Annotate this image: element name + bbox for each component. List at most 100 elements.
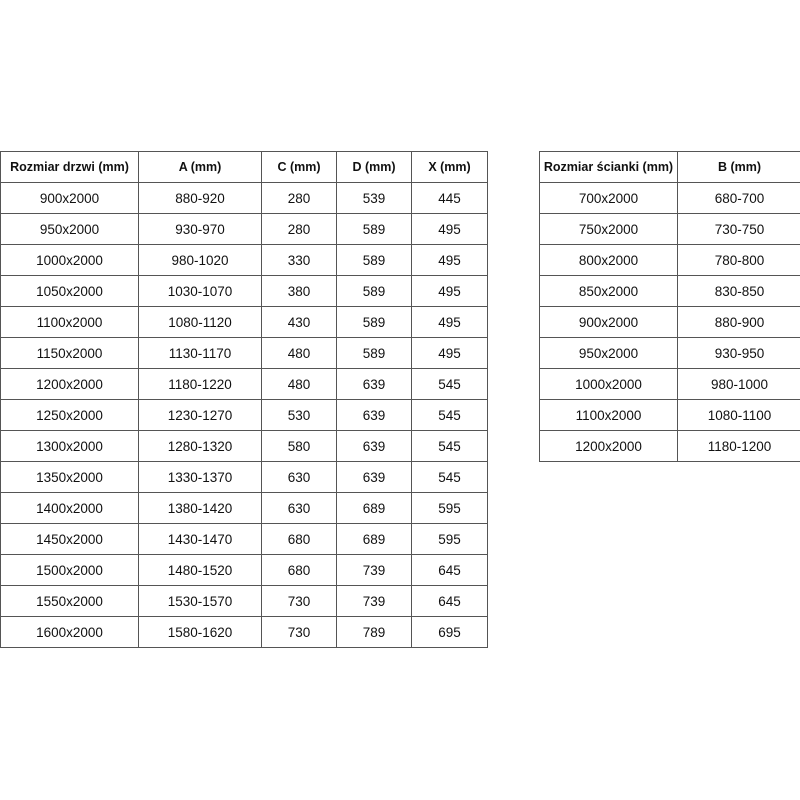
table-row: 800x2000 780-800	[539, 244, 800, 276]
table-cell: 900x2000	[539, 306, 678, 338]
table-cell: 695	[411, 616, 488, 648]
table-cell: 680-700	[677, 182, 800, 214]
table-cell: 530	[261, 399, 337, 431]
table-cell: 689	[336, 492, 412, 524]
table-cell: 1000x2000	[539, 368, 678, 400]
table-cell: 580	[261, 430, 337, 462]
table-cell: 589	[336, 306, 412, 338]
table-cell: 880-920	[138, 182, 262, 214]
table-cell: 645	[411, 585, 488, 617]
table-cell: 495	[411, 275, 488, 307]
table-row: 1350x2000 1330-1370 630 639 545	[0, 461, 488, 493]
table-cell: 689	[336, 523, 412, 555]
table-cell: 830-850	[677, 275, 800, 307]
table-row: 1300x2000 1280-1320 580 639 545	[0, 430, 488, 462]
table-row: 700x2000 680-700	[539, 182, 800, 214]
table-cell: 495	[411, 244, 488, 276]
table-cell: 589	[336, 337, 412, 369]
table-cell: 545	[411, 430, 488, 462]
table-row: 1550x2000 1530-1570 730 739 645	[0, 585, 488, 617]
table-cell: 780-800	[677, 244, 800, 276]
table-header-row: Rozmiar ścianki (mm) B (mm)	[539, 151, 800, 183]
table-cell: 730	[261, 616, 337, 648]
table-cell: 480	[261, 337, 337, 369]
table-cell: 1480-1520	[138, 554, 262, 586]
table-cell: 680	[261, 554, 337, 586]
table-cell: 1150x2000	[0, 337, 139, 369]
table-cell: 700x2000	[539, 182, 678, 214]
table-cell: 980-1000	[677, 368, 800, 400]
table-cell: 730	[261, 585, 337, 617]
table-cell: 589	[336, 244, 412, 276]
table-cell: 630	[261, 492, 337, 524]
table-cell: 645	[411, 554, 488, 586]
table-cell: 880-900	[677, 306, 800, 338]
table-cell: 545	[411, 399, 488, 431]
table-row: 950x2000 930-950	[539, 337, 800, 369]
table-cell: 850x2000	[539, 275, 678, 307]
table-cell: 445	[411, 182, 488, 214]
table-cell: 495	[411, 213, 488, 245]
column-header: Rozmiar drzwi (mm)	[0, 151, 139, 183]
table-row: 1500x2000 1480-1520 680 739 645	[0, 554, 488, 586]
table-row: 1150x2000 1130-1170 480 589 495	[0, 337, 488, 369]
table-cell: 1330-1370	[138, 461, 262, 493]
table-cell: 280	[261, 213, 337, 245]
table-cell: 639	[336, 430, 412, 462]
table-cell: 1030-1070	[138, 275, 262, 307]
table-cell: 789	[336, 616, 412, 648]
table-cell: 730-750	[677, 213, 800, 245]
table-cell: 1280-1320	[138, 430, 262, 462]
table-cell: 739	[336, 554, 412, 586]
table-cell: 1200x2000	[0, 368, 139, 400]
table-cell: 330	[261, 244, 337, 276]
table-cell: 545	[411, 368, 488, 400]
table-row: 1600x2000 1580-1620 730 789 695	[0, 616, 488, 648]
table-cell: 589	[336, 213, 412, 245]
table-cell: 1430-1470	[138, 523, 262, 555]
table-cell: 680	[261, 523, 337, 555]
table-cell: 1350x2000	[0, 461, 139, 493]
table-cell: 1580-1620	[138, 616, 262, 648]
table-cell: 1080-1100	[677, 399, 800, 431]
table-cell: 480	[261, 368, 337, 400]
table-cell: 1400x2000	[0, 492, 139, 524]
table-cell: 630	[261, 461, 337, 493]
column-header: B (mm)	[677, 151, 800, 183]
table-cell: 1230-1270	[138, 399, 262, 431]
table-row: 1400x2000 1380-1420 630 689 595	[0, 492, 488, 524]
table-row: 1200x2000 1180-1220 480 639 545	[0, 368, 488, 400]
table-row: 1450x2000 1430-1470 680 689 595	[0, 523, 488, 555]
table-cell: 1000x2000	[0, 244, 139, 276]
table-cell: 1050x2000	[0, 275, 139, 307]
table-cell: 495	[411, 306, 488, 338]
table-cell: 1080-1120	[138, 306, 262, 338]
column-header: Rozmiar ścianki (mm)	[539, 151, 678, 183]
table-cell: 595	[411, 492, 488, 524]
table-row: 850x2000 830-850	[539, 275, 800, 307]
table-cell: 750x2000	[539, 213, 678, 245]
table-cell: 280	[261, 182, 337, 214]
table-cell: 1200x2000	[539, 430, 678, 462]
column-header: C (mm)	[261, 151, 337, 183]
table-cell: 1530-1570	[138, 585, 262, 617]
table-cell: 950x2000	[0, 213, 139, 245]
table-row: 1100x2000 1080-1120 430 589 495	[0, 306, 488, 338]
table-row: 1000x2000 980-1020 330 589 495	[0, 244, 488, 276]
table-cell: 1550x2000	[0, 585, 139, 617]
table-cell: 1500x2000	[0, 554, 139, 586]
table-cell: 900x2000	[0, 182, 139, 214]
table-cell: 639	[336, 461, 412, 493]
table-cell: 495	[411, 337, 488, 369]
table-cell: 1180-1220	[138, 368, 262, 400]
column-header: D (mm)	[336, 151, 412, 183]
table-row: 1000x2000 980-1000	[539, 368, 800, 400]
table-cell: 1130-1170	[138, 337, 262, 369]
table-cell: 539	[336, 182, 412, 214]
table-cell: 930-950	[677, 337, 800, 369]
table-cell: 800x2000	[539, 244, 678, 276]
table-cell: 639	[336, 368, 412, 400]
table-row: 1050x2000 1030-1070 380 589 495	[0, 275, 488, 307]
table-cell: 1250x2000	[0, 399, 139, 431]
table-cell: 1180-1200	[677, 430, 800, 462]
